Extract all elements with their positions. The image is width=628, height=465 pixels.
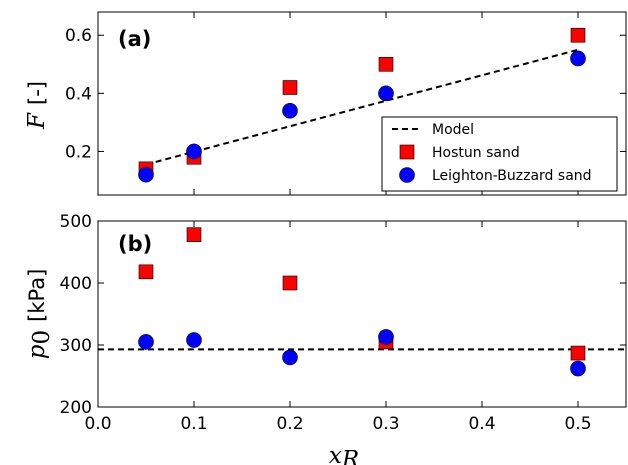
y-tick-label: 300 bbox=[60, 336, 92, 356]
panel-a: 0.2 0.4 0.6 (a) F [-] Model Hostun sand Lei… bbox=[24, 11, 627, 196]
legend-model-label: Model bbox=[432, 122, 474, 138]
data-points-b bbox=[138, 227, 586, 377]
y-axis-sub-b: 0 bbox=[29, 330, 55, 345]
plot-frame-b bbox=[97, 220, 627, 408]
x-tick-label: 0.0 bbox=[84, 414, 111, 434]
leighton-buzzard-point bbox=[186, 332, 202, 348]
hostun-point bbox=[138, 264, 154, 280]
leighton-buzzard-point bbox=[138, 166, 154, 183]
panel-b: 200 300 400 500 (b) p0 [kPa] bbox=[24, 212, 627, 418]
ticks-a: 0.2 0.4 0.6 bbox=[65, 12, 626, 195]
legend-hostun-label: Hostun sand bbox=[432, 145, 520, 161]
y-axis-label-a: F [-] bbox=[24, 81, 50, 130]
leighton-buzzard-point bbox=[570, 50, 586, 67]
leighton-buzzard-point bbox=[138, 334, 154, 350]
y-axis-var-a: F bbox=[24, 112, 50, 130]
y-tick-label: 0.6 bbox=[65, 26, 92, 46]
x-axis-label: xR bbox=[329, 443, 359, 465]
panel-label-a: (a) bbox=[118, 27, 151, 51]
y-axis-label-b: p0 [kPa] bbox=[24, 269, 55, 360]
leighton-buzzard-point bbox=[282, 102, 298, 119]
leighton-buzzard-point bbox=[570, 360, 586, 377]
x-tick-label: 0.4 bbox=[468, 414, 495, 434]
x-tick-label: 0.5 bbox=[564, 414, 591, 434]
y-tick-label: 0.2 bbox=[65, 142, 92, 162]
svg-text:F[-]: F [-] bbox=[24, 81, 50, 130]
y-tick-label: 0.4 bbox=[65, 84, 92, 104]
x-axis-var: x bbox=[329, 443, 342, 465]
x-tick-label: 0.1 bbox=[180, 414, 207, 434]
hostun-point bbox=[570, 27, 586, 43]
y-axis-unit-b: [kPa] bbox=[25, 269, 49, 322]
data-points-a bbox=[138, 27, 586, 183]
x-tick-label: 0.3 bbox=[372, 414, 399, 434]
leighton-buzzard-point bbox=[282, 349, 298, 366]
legend: Model Hostun sand Leighton-Buzzard sand bbox=[381, 116, 618, 192]
legend-lb-swatch bbox=[399, 167, 415, 183]
leighton-buzzard-point bbox=[186, 143, 202, 160]
hostun-point bbox=[378, 56, 394, 72]
plot-frame-a bbox=[97, 11, 627, 196]
leighton-buzzard-point bbox=[378, 329, 394, 345]
svg-text:p0[kPa]: p0 [kPa] bbox=[24, 269, 55, 360]
panel-label-b: (b) bbox=[118, 232, 152, 256]
x-tick-label: 0.2 bbox=[276, 414, 303, 434]
legend-hostun-swatch bbox=[399, 144, 415, 160]
y-axis-var-b: p bbox=[24, 344, 50, 359]
model-line-a bbox=[145, 48, 579, 166]
leighton-buzzard-point bbox=[378, 85, 394, 102]
hostun-point bbox=[570, 345, 586, 361]
hostun-point bbox=[282, 275, 298, 291]
y-tick-label: 400 bbox=[60, 274, 92, 294]
y-tick-label: 500 bbox=[60, 212, 92, 232]
legend-box bbox=[381, 116, 618, 192]
legend-lb-label: Leighton-Buzzard sand bbox=[432, 168, 592, 184]
hostun-point bbox=[186, 227, 202, 242]
model-line bbox=[145, 48, 579, 166]
ticks-b: 200 300 400 500 bbox=[60, 212, 626, 418]
x-axis-sub: R bbox=[341, 447, 359, 465]
y-tick-label: 200 bbox=[60, 398, 92, 418]
hostun-point bbox=[282, 80, 298, 95]
y-axis-unit-a: [-] bbox=[25, 81, 49, 105]
x-axis-ticks: 0.0 0.1 0.2 0.3 0.4 0.5 bbox=[84, 414, 591, 434]
